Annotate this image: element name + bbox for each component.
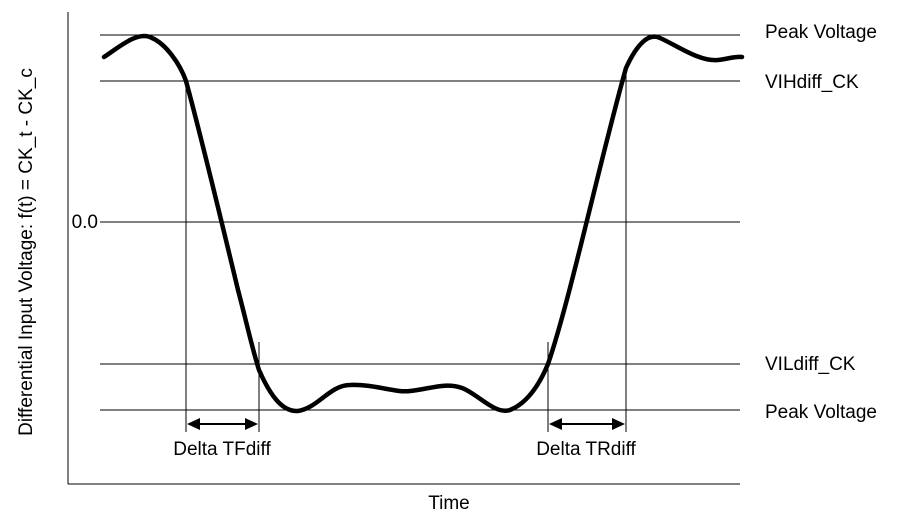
fall-arrowhead-right <box>245 418 258 430</box>
rise-arrowhead-right <box>612 418 625 430</box>
differential-waveform <box>101 33 745 414</box>
peak-bottom-label: Peak Voltage <box>765 402 877 423</box>
peak-top-label: Peak Voltage <box>765 22 877 43</box>
vil-label: VILdiff_CK <box>765 354 856 375</box>
x-axis-label: Time <box>428 493 470 514</box>
y-axis-label: Differential Input Voltage: f(t) = CK_t … <box>16 68 37 436</box>
delta-trdiff-label: Delta TRdiff <box>536 439 636 460</box>
delta-tfdiff-label: Delta TFdiff <box>173 439 271 460</box>
vih-label: VIHdiff_CK <box>765 72 859 93</box>
zero-level-label: 0.0 <box>72 212 98 233</box>
fall-arrowhead-left <box>187 418 200 430</box>
rise-arrowhead-left <box>549 418 562 430</box>
